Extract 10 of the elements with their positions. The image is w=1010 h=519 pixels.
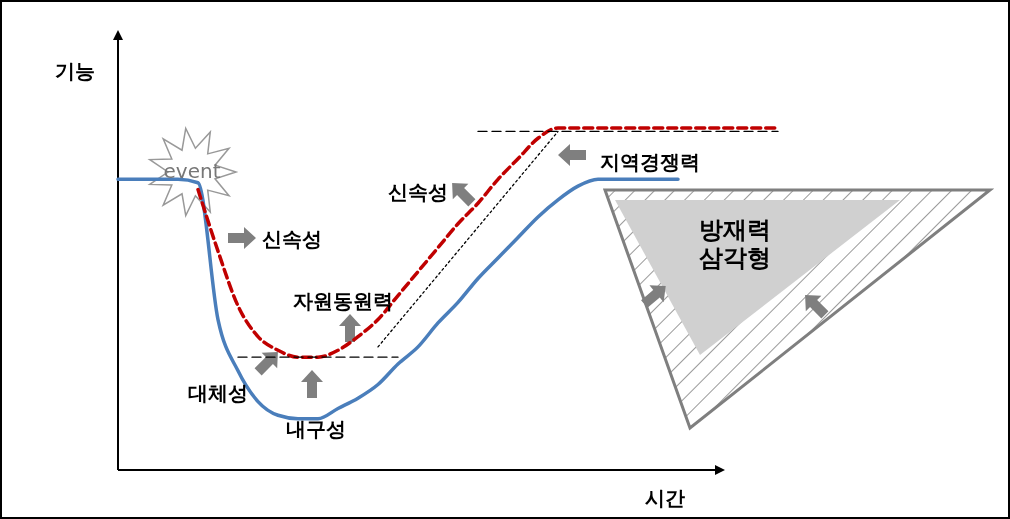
annotation: 지역경쟁력 xyxy=(600,149,700,174)
annotation: 자원동원력 xyxy=(293,288,393,313)
annotation: 내구성 xyxy=(286,416,346,441)
annotation: event xyxy=(163,158,221,183)
annotation: 신속성 xyxy=(388,179,448,204)
annotation: 대체성 xyxy=(188,380,248,405)
y-axis-title: 기능 xyxy=(55,59,95,83)
x-axis-title: 시간 xyxy=(645,486,685,510)
annotation: 방재력 삼각형 xyxy=(699,215,771,273)
annotation: 신속성 xyxy=(262,226,322,251)
